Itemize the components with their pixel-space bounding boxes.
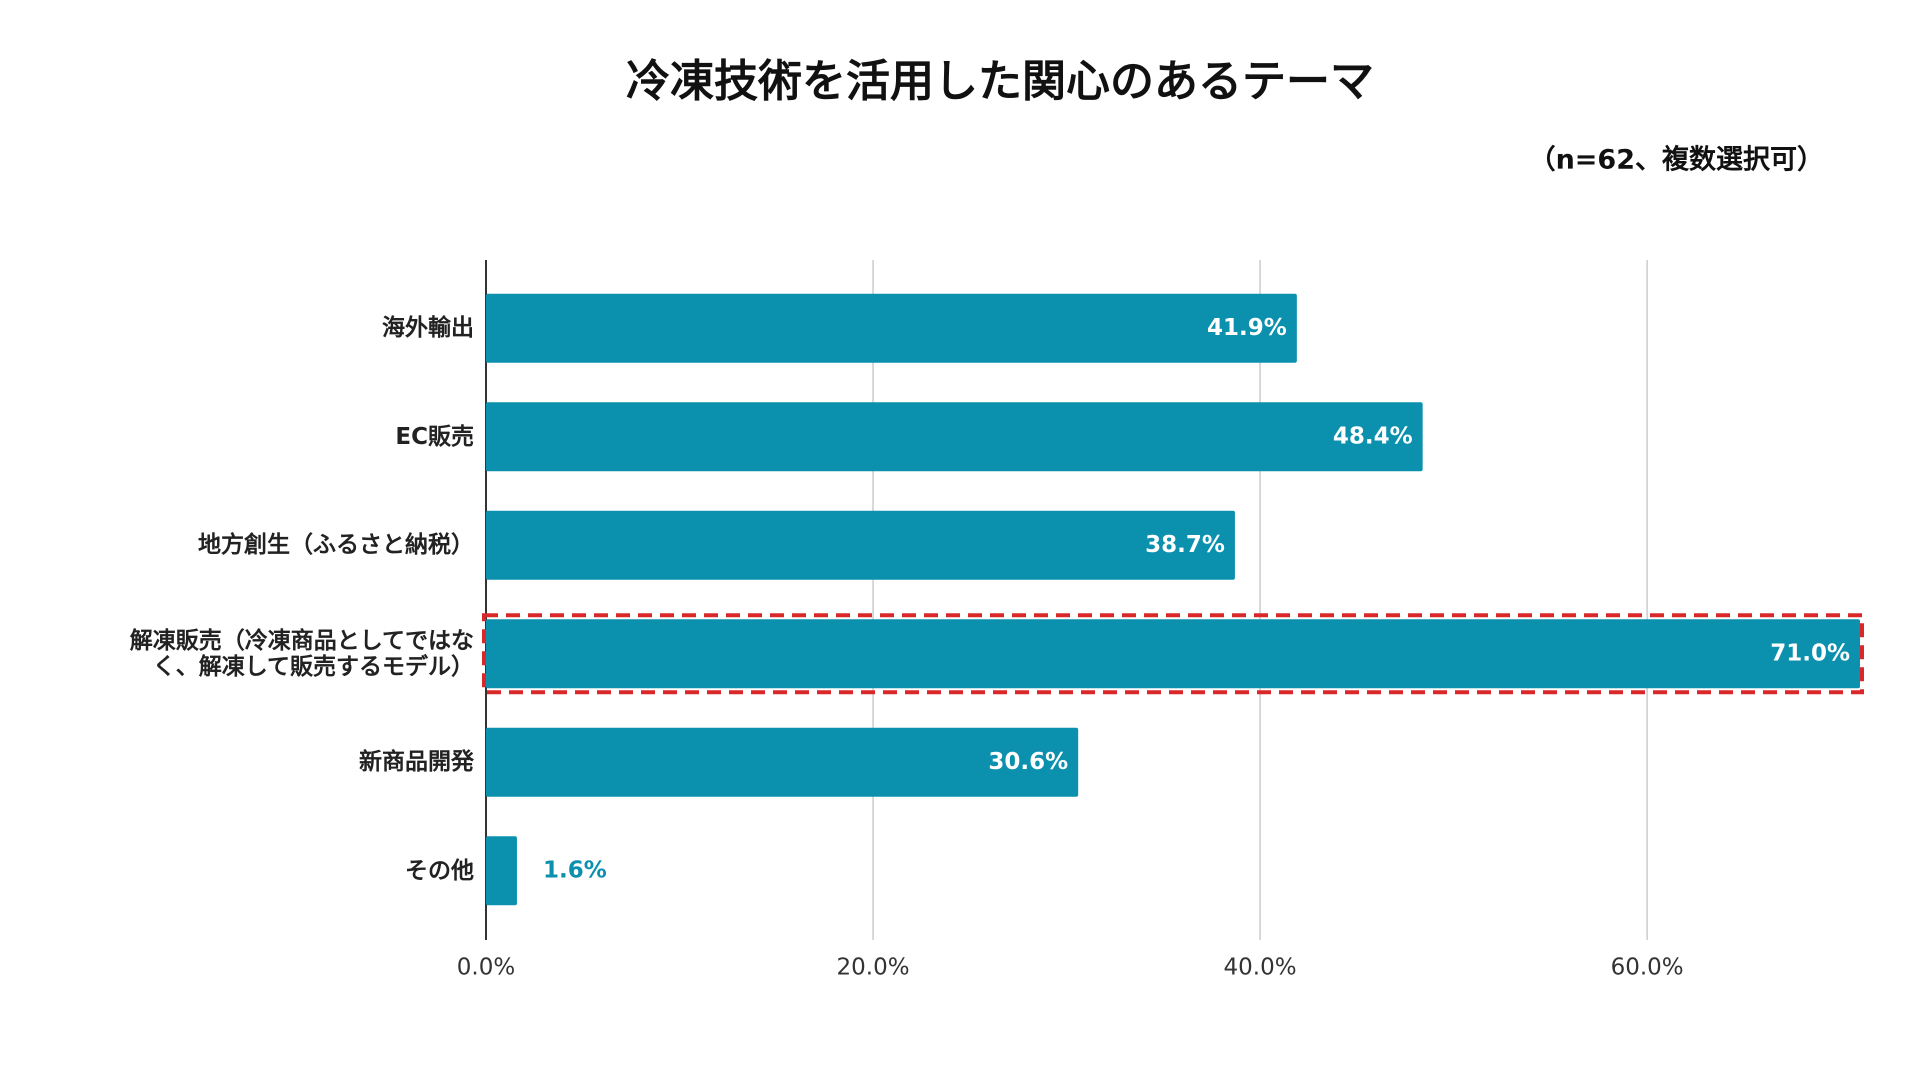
value-label: 41.9% [1207, 315, 1287, 341]
x-tick-label: 60.0% [1611, 955, 1684, 981]
y-tick-label: その他 [405, 857, 474, 884]
highlight-box [482, 613, 1864, 695]
bar [486, 619, 1860, 689]
x-tick-label: 0.0% [457, 955, 515, 981]
value-label: 48.4% [1333, 423, 1413, 449]
y-tick-label: 解凍販売（冷凍商品としてではなく、解凍して販売するモデル） [129, 627, 474, 680]
bar [486, 402, 1423, 472]
y-tick-label: 地方創生（ふるさと納税） [198, 532, 474, 559]
y-tick-label: 新商品開発 [359, 749, 474, 776]
bar [486, 836, 517, 906]
bar [486, 510, 1235, 580]
value-label: 71.0% [1770, 640, 1850, 666]
y-tick-label: EC販売 [395, 423, 474, 450]
bar [486, 293, 1297, 363]
chart-title: 冷凍技術を活用した関心のあるテーマ [626, 56, 1374, 107]
x-tick-label: 20.0% [837, 955, 910, 981]
value-label: 30.6% [988, 749, 1068, 775]
value-label: 38.7% [1145, 532, 1225, 558]
bar [486, 727, 1079, 797]
chart-subtitle: （n=62、複数選択可） [1529, 144, 1824, 176]
x-tick-label: 40.0% [1224, 955, 1297, 981]
y-tick-label: 海外輸出 [382, 315, 474, 342]
value-label: 1.6% [543, 857, 607, 883]
